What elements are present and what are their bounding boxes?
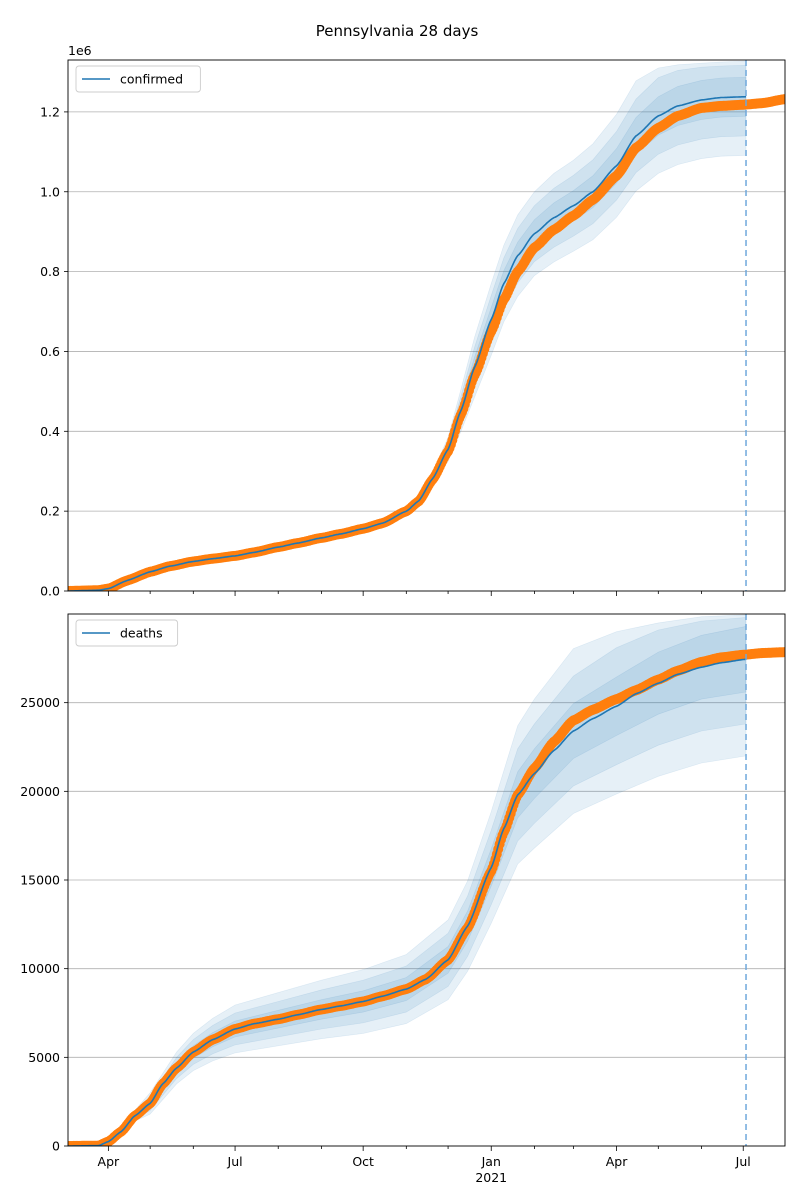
observed-point xyxy=(780,94,785,105)
x-tick-label: Oct xyxy=(352,1154,374,1169)
legend: confirmed xyxy=(75,65,201,93)
y-tick-label: 1.2 xyxy=(40,104,60,119)
x-tick-label: Jan xyxy=(481,1154,501,1169)
y-tick-label: 20000 xyxy=(20,784,60,799)
legend-box xyxy=(75,65,201,93)
panel-confirmed: 0.0 0.2 0.4 0.6 0.8 1.0 1.2 1e6 confirmed xyxy=(40,43,786,599)
x-year-label: 2021 xyxy=(475,1170,507,1185)
observed-point xyxy=(780,647,785,658)
y-tick-label: 0.0 xyxy=(40,584,60,599)
uncertainty-band-2 xyxy=(134,617,747,1120)
panel-frame xyxy=(67,59,786,592)
x-tick-label: Apr xyxy=(606,1154,628,1169)
offset-label: 1e6 xyxy=(68,43,92,58)
legend: deaths xyxy=(75,619,179,647)
plot-area xyxy=(68,614,785,1146)
y-tick-label: 0.8 xyxy=(40,264,60,279)
chart-title: Pennsylvania 28 days xyxy=(316,22,479,40)
panel-frame xyxy=(67,613,786,1147)
y-tick-label: 0.4 xyxy=(40,424,60,439)
y-tick-label: 25000 xyxy=(20,695,60,710)
observed-series xyxy=(68,94,785,591)
model-line xyxy=(68,95,747,591)
legend-label: deaths xyxy=(120,626,163,641)
x-tick-label: Jul xyxy=(735,1154,751,1169)
x-tick-label: Jul xyxy=(227,1154,243,1169)
legend-box xyxy=(75,619,179,647)
uncertainty-band-3 xyxy=(134,626,747,1119)
y-tick-label: 0.2 xyxy=(40,504,60,519)
y-tick-label: 0 xyxy=(52,1139,60,1154)
model-line xyxy=(68,658,747,1146)
y-tick-label: 10000 xyxy=(20,961,60,976)
y-tick-label: 0.6 xyxy=(40,344,60,359)
y-tick-label: 15000 xyxy=(20,873,60,888)
y-tick-label: 5000 xyxy=(28,1050,60,1065)
y-tick-label: 1.0 xyxy=(40,184,60,199)
x-tick-label: Apr xyxy=(98,1154,120,1169)
chart-layer: 0.0 0.2 0.4 0.6 0.8 1.0 1.2 1e6 confirmed 0 5000 10… xyxy=(20,43,786,1185)
panel-deaths: 0 5000 10000 15000 20000 25000 Apr Jul Oct Jan Apr… xyxy=(20,613,786,1185)
uncertainty-band-2 xyxy=(418,64,747,504)
legend-label: confirmed xyxy=(120,72,183,87)
plot-area xyxy=(68,60,785,591)
